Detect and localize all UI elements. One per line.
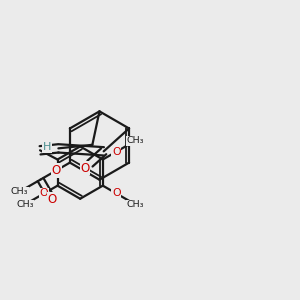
Text: O: O (47, 193, 57, 206)
Text: CH₃: CH₃ (127, 200, 144, 209)
Text: CH₃: CH₃ (127, 136, 144, 145)
Text: O: O (40, 188, 48, 198)
Text: O: O (80, 161, 90, 175)
Text: CH₃: CH₃ (16, 200, 34, 209)
Text: O: O (112, 147, 121, 157)
Text: CH₃: CH₃ (11, 187, 28, 196)
Text: O: O (112, 188, 121, 198)
Text: O: O (52, 164, 61, 177)
Text: H: H (43, 142, 51, 152)
